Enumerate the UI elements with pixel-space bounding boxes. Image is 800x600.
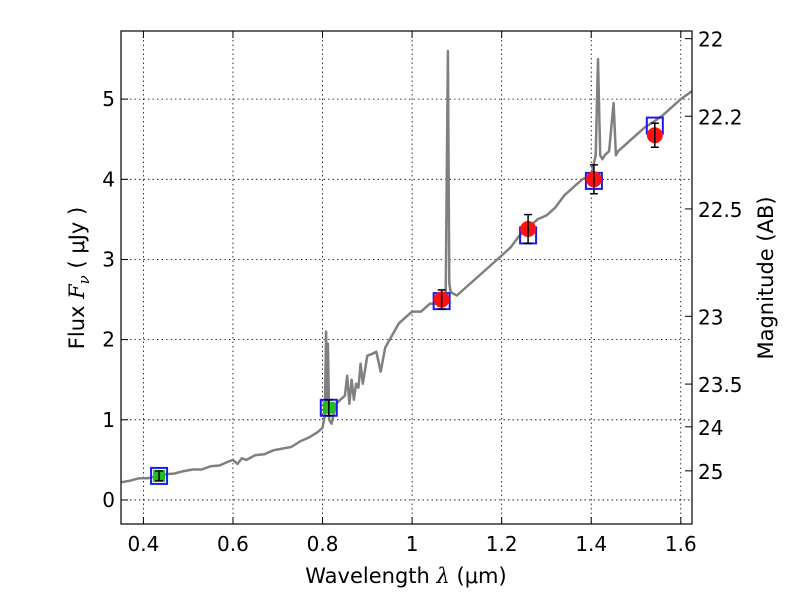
right-tick-label: 23 [698,305,723,329]
x-tick-label: 1.6 [665,532,697,556]
x-tick-label: 1.2 [486,532,518,556]
y-tick-label: 1 [102,408,115,432]
y-tick-label: 4 [102,167,115,191]
grid-lines [121,31,692,524]
x-tick-label: 0.8 [307,532,339,556]
y-tick-label: 0 [102,488,115,512]
y-axis-label: Flux Fν ( μJy ) [65,207,93,349]
x-tick-label: 0.4 [127,532,159,556]
x-axis-label: Wavelength λ (μm) [305,564,506,588]
axis-ticks: 0.4 0.6 0.8 1 1.2 1.4 1.60123452222.222.52323.… [102,28,742,556]
right-axis-label: Magnitude (AB) [754,196,778,359]
model-photometry-square [150,466,169,485]
right-tick-label: 25 [698,460,723,484]
right-tick-label: 22.5 [698,198,743,222]
photometry-markers [150,116,664,485]
x-tick-label: 1 [406,532,419,556]
right-tick-label: 22.2 [698,105,743,129]
right-tick-label: 24 [698,416,723,440]
x-tick-label: 1.4 [575,532,607,556]
right-tick-label: 22 [698,28,723,52]
y-tick-label: 3 [102,247,115,271]
spectrum-line [120,49,693,484]
x-tick-label: 0.6 [217,532,249,556]
right-tick-label: 23.5 [698,373,743,397]
spectrum-layer [120,49,693,484]
y-tick-label: 5 [102,87,115,111]
plot-frame [120,30,693,525]
y-tick-label: 2 [102,328,115,352]
